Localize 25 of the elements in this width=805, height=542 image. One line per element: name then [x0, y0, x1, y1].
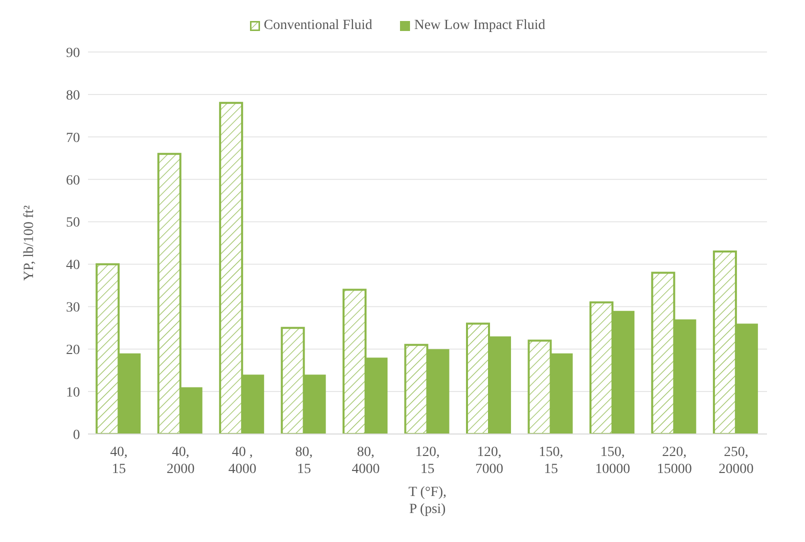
x-tick-label: 80, 15 — [295, 445, 313, 477]
x-tick-label: 120, 15 — [415, 445, 440, 477]
x-tick-label: 250, 20000 — [718, 445, 754, 477]
y-tick-label: 70 — [66, 130, 80, 146]
y-tick-label: 0 — [73, 428, 80, 443]
x-tick-label: 80, 4000 — [352, 445, 380, 477]
y-tick-label: 10 — [66, 386, 80, 401]
legend-label: New Low Impact Fluid — [413, 18, 546, 34]
y-axis-title: YP, lb/100 ft² — [22, 205, 37, 281]
y-tick-label: 60 — [66, 173, 80, 188]
legend-label: Conventional Fluid — [262, 18, 372, 34]
x-tick-label: 220, 15000 — [656, 445, 692, 477]
y-tick-label: 30 — [66, 300, 80, 316]
x-tick-label: 150, 15 — [538, 445, 564, 477]
x-tick-label: 40, 2000 — [166, 445, 195, 477]
y-tick-label: 80 — [66, 88, 80, 104]
x-tick-label: 150, 10000 — [595, 445, 630, 477]
x-tick-label: 40 , 4000 — [228, 445, 256, 477]
x-axis-title: T (°F), P (psi) — [408, 485, 447, 517]
y-tick-label: 20 — [66, 343, 80, 358]
y-tick-label: 90 — [66, 46, 80, 61]
x-tick-label: 40, 15 — [110, 445, 128, 477]
y-tick-label: 40 — [66, 258, 80, 274]
y-tick-label: 50 — [66, 216, 80, 231]
x-tick-label: 120, 7000 — [475, 445, 504, 477]
